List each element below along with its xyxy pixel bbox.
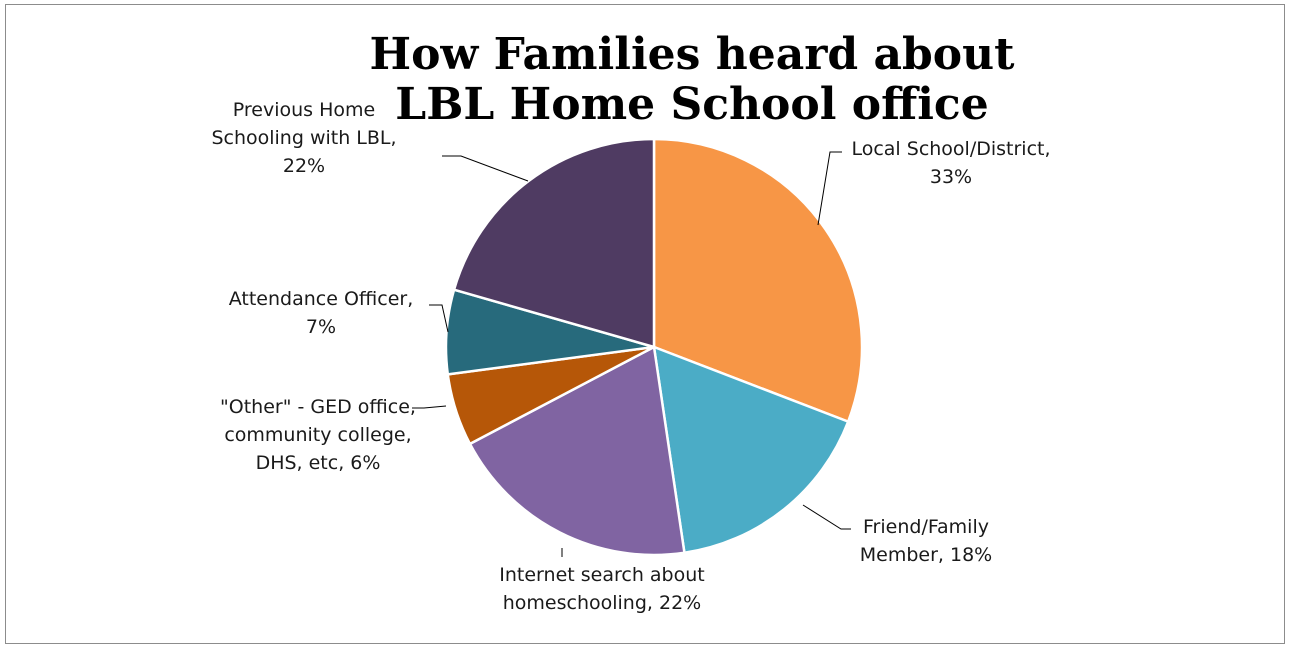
leader-line-1 <box>817 151 842 226</box>
chart-frame: Local School/District, 33% Friend/Family Me… <box>5 4 1285 644</box>
pie-chart: Local School/District, 33% Friend/Family Me… <box>211 29 1050 614</box>
data-label-3-line-1: Internet search about <box>499 564 704 586</box>
data-label-4-line-3: DHS, etc, 6% <box>256 452 381 474</box>
pie-slice-6 <box>452 137 656 349</box>
data-label-3-line-2: homeschooling, 22% <box>503 592 701 614</box>
data-label-5-line-1: Attendance Officer, <box>229 288 414 310</box>
data-label-6-line-3: 22% <box>283 155 325 177</box>
data-label-2-line-2: Member, 18% <box>860 544 992 566</box>
leader-lines <box>412 151 851 557</box>
chart-title-line-2: LBL Home School office <box>395 79 988 130</box>
data-label-5-line-2: 7% <box>306 316 336 338</box>
data-label-4-line-1: "Other" - GED office, <box>220 396 416 418</box>
data-label-1: Local School/District, 33% <box>851 138 1050 188</box>
data-label-2: Friend/Family Member, 18% <box>860 516 992 566</box>
data-label-5: Attendance Officer, 7% <box>229 288 414 338</box>
leader-line-6 <box>442 155 529 182</box>
data-labels: Local School/District, 33% Friend/Family Me… <box>211 99 1050 614</box>
pie-slices <box>444 137 864 557</box>
pie-slice-3 <box>468 345 686 557</box>
pie-slice-1 <box>652 137 864 423</box>
data-label-2-line-1: Friend/Family <box>863 516 989 538</box>
data-label-1-line-1: Local School/District, <box>851 138 1050 160</box>
chart-title-line-1: How Families heard about <box>370 29 1016 80</box>
leader-line-5 <box>429 304 449 333</box>
data-label-1-line-2: 33% <box>930 166 972 188</box>
data-label-6-line-2: Schooling with LBL, <box>211 127 396 149</box>
leader-line-4 <box>412 405 447 409</box>
data-label-3: Internet search about homeschooling, 22% <box>499 564 704 614</box>
data-label-4: "Other" - GED office, community college, D… <box>220 396 416 474</box>
pie-slice-2 <box>652 345 850 555</box>
data-label-4-line-2: community college, <box>224 424 411 446</box>
leader-line-2 <box>802 504 851 530</box>
data-label-6-line-1: Previous Home <box>233 99 375 121</box>
data-label-6: Previous Home Schooling with LBL, 22% <box>211 99 396 177</box>
